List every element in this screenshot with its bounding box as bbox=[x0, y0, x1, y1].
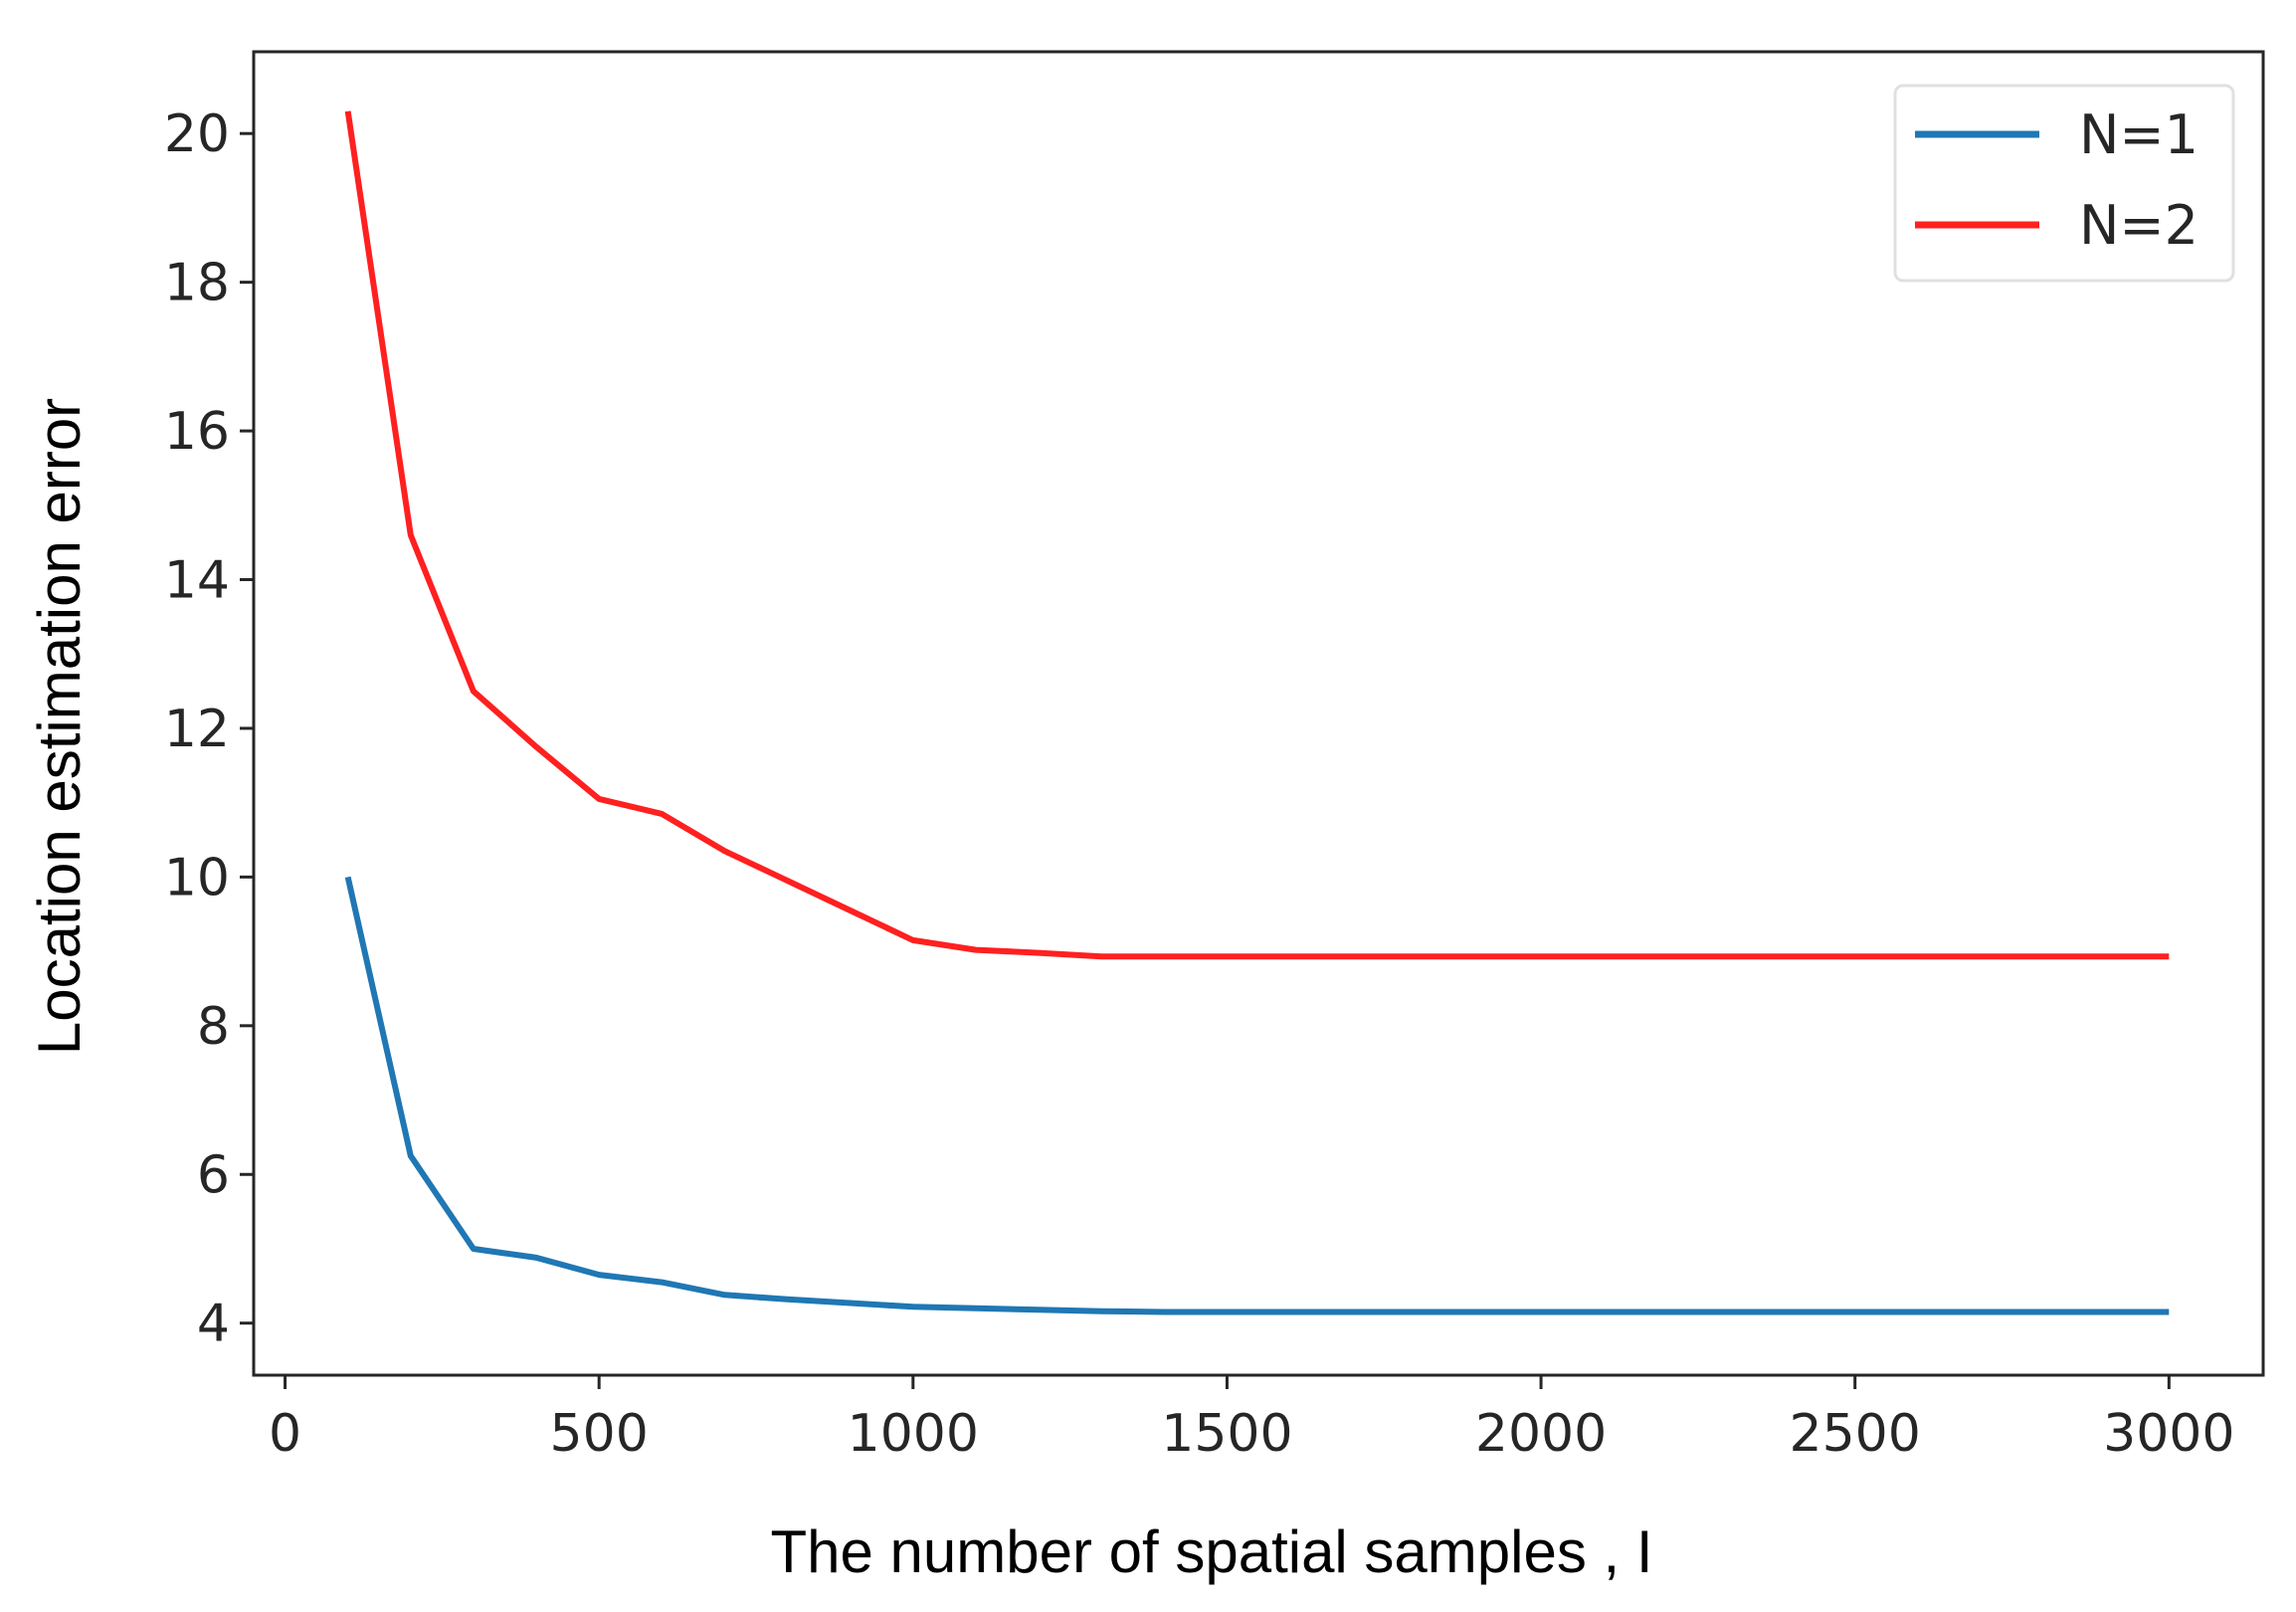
legend-label-n2: N=2 bbox=[2079, 194, 2199, 257]
y-tick-label: 12 bbox=[164, 700, 230, 759]
y-axis: 4 6 8 10 12 14 16 18 20 bbox=[164, 104, 254, 1354]
x-tick-label: 1500 bbox=[1161, 1404, 1292, 1464]
legend: N=1 N=2 bbox=[1893, 84, 2235, 283]
x-tick-label: 1000 bbox=[848, 1404, 979, 1464]
y-tick-label: 8 bbox=[197, 997, 230, 1057]
y-tick-label: 10 bbox=[164, 848, 230, 907]
series-line-n1 bbox=[344, 876, 2170, 1315]
y-tick-label: 16 bbox=[164, 402, 230, 462]
series-line-n2 bbox=[344, 110, 2170, 960]
x-tick-label: 2000 bbox=[1475, 1404, 1607, 1464]
x-axis: 0 500 1000 1500 2000 2500 3000 bbox=[269, 1375, 2234, 1464]
y-tick-label: 14 bbox=[164, 551, 230, 611]
y-tick-label: 6 bbox=[197, 1145, 230, 1205]
x-tick-label: 3000 bbox=[2103, 1404, 2234, 1464]
x-axis-title: The number of spatial samples , I bbox=[770, 1518, 1652, 1585]
x-tick-label: 500 bbox=[550, 1404, 649, 1464]
x-tick-label: 0 bbox=[269, 1404, 301, 1464]
series-layer bbox=[344, 110, 2170, 1315]
y-tick-label: 18 bbox=[164, 254, 230, 313]
x-tick-label: 2500 bbox=[1790, 1404, 1921, 1464]
y-tick-label: 20 bbox=[164, 104, 230, 164]
y-axis-title: Location estimation error bbox=[26, 398, 93, 1055]
plot-frame bbox=[252, 50, 2265, 1377]
legend-label-n1: N=1 bbox=[2079, 103, 2199, 166]
y-tick-label: 4 bbox=[197, 1295, 230, 1354]
